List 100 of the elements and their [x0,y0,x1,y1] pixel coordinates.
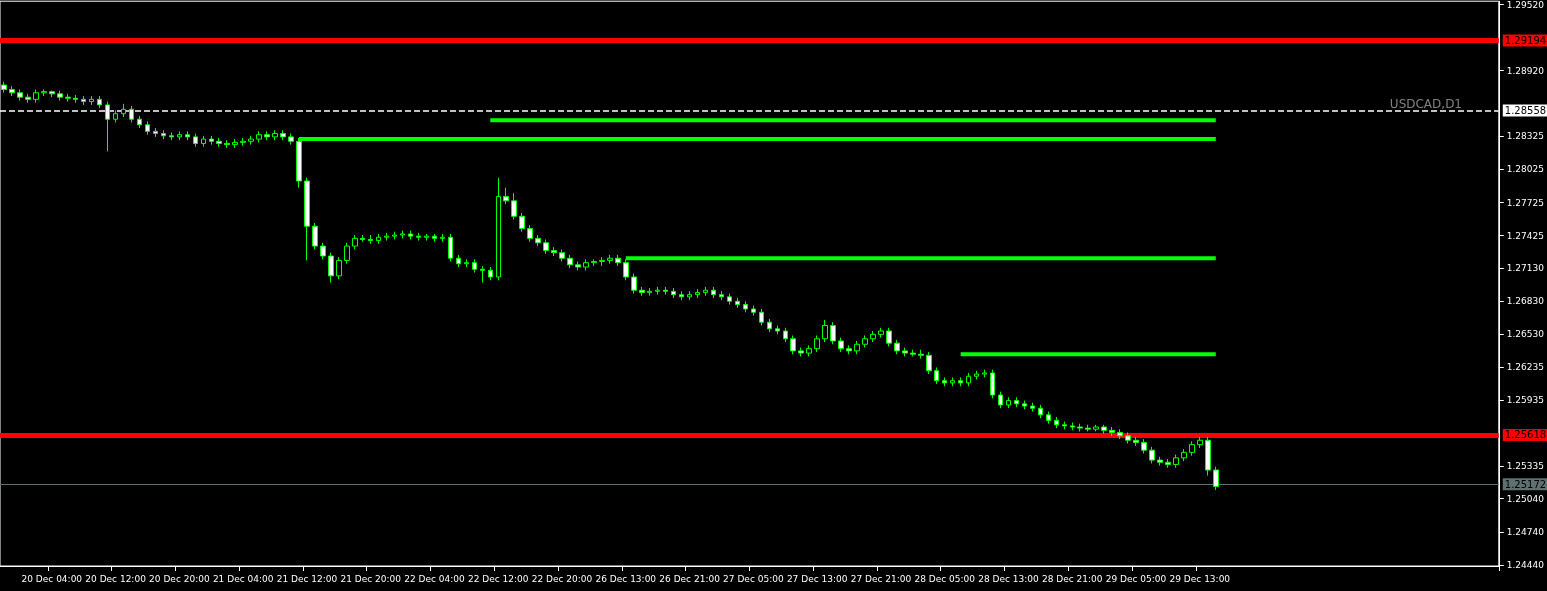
candlestick [527,224,533,243]
x-tick-label: 28 Dec 21:00 [1042,573,1103,584]
candlestick [1109,426,1115,437]
candlestick [1181,448,1187,462]
candlestick [153,127,158,138]
candlestick [368,234,373,245]
candlestick [1149,446,1155,464]
candlestick [631,273,637,295]
candlestick [1141,438,1147,454]
candlestick [639,286,645,297]
x-tick-label: 27 Dec 13:00 [786,573,848,584]
x-tick-label: 28 Dec 05:00 [914,573,976,584]
candlestick [25,93,31,104]
candlestick [496,177,501,281]
candlestick [1101,424,1107,435]
candlestick [1205,436,1211,477]
candlestick [559,248,565,263]
candlestick [886,327,892,347]
y-tick-label: 1.26530 [1506,329,1545,340]
candlestick [256,130,262,143]
candlestick [535,234,541,247]
candlestick [33,88,39,104]
candlestick [488,266,493,281]
candlestick [918,349,924,360]
x-tick-label: 20 Dec 20:00 [149,573,210,584]
candlestick [615,254,621,267]
candlestick [703,286,708,297]
ref-line-label: 1.29194 [1504,34,1547,46]
candlestick [958,376,963,387]
candlestick [89,95,94,106]
candlestick [591,258,597,267]
candlestick [711,286,716,299]
y-tick-label: 1.27725 [1506,197,1544,208]
candlestick [1093,424,1099,432]
candlestick [751,305,756,317]
candlestick [543,238,549,255]
candlestick [806,344,812,357]
candlestick [1054,416,1059,429]
candlestick [384,232,389,242]
candlestick [304,177,310,261]
candlestick [73,94,78,104]
x-tick-label: 28 Dec 13:00 [978,573,1040,584]
x-tick-label: 22 Dec 04:00 [404,573,466,584]
candlestick [655,286,660,296]
ref-line-label: 1.25618 [1504,429,1547,441]
candlestick [113,109,118,124]
candlestick [432,233,437,243]
ref-line-label: 1.28558 [1504,105,1547,117]
candlestick [1085,424,1091,432]
candlestick [1213,466,1219,491]
candlestick [878,327,884,339]
candlestick [121,103,126,118]
candlestick [224,139,230,149]
x-tick-label: 21 Dec 20:00 [340,573,402,584]
candlestick [759,308,764,327]
candlestick [1030,402,1035,413]
candlestick [934,366,939,385]
x-tick-label: 20 Dec 04:00 [21,573,83,584]
candlestick [352,234,358,250]
x-tick-label: 27 Dec 05:00 [723,573,784,584]
x-tick-label: 29 Dec 13:00 [1169,573,1231,584]
candlestick [169,131,174,141]
candlestick [942,376,947,387]
candlestick [272,129,278,141]
candlestick [336,256,342,280]
candlestick [1062,420,1067,430]
candlestick [1077,423,1083,432]
y-tick-label: 1.27425 [1506,230,1544,241]
y-tick-label: 1.29520 [1506,0,1545,10]
candlestick [312,222,318,250]
candlestick [392,231,397,240]
candlestick [161,129,166,140]
candlestick [966,372,971,387]
candlestick [376,233,381,245]
candlestick [177,130,182,141]
candlestick [1117,428,1123,440]
candlestick [1133,436,1139,447]
candlestick [216,137,222,148]
candlestick [344,242,350,265]
candlestick [1165,458,1171,469]
y-tick-label: 1.28920 [1506,65,1545,76]
candlestick [767,318,772,333]
candlestick [424,233,429,242]
candlestick [982,369,987,378]
candlestick [503,187,509,205]
candlestick [81,95,86,106]
candlestick [990,369,995,399]
candlestick [9,85,15,97]
candlestick [97,95,102,109]
candlestick [511,192,517,221]
candlestick [1189,440,1195,457]
candlestick [647,287,652,297]
candlestick [408,230,413,240]
candlestick [695,288,700,299]
candlestick [854,340,860,355]
candlestick [830,321,836,345]
candlestick [1157,456,1163,467]
y-tick-label: 1.24740 [1506,526,1545,537]
candlestick [790,334,796,355]
candlestick [400,230,405,239]
